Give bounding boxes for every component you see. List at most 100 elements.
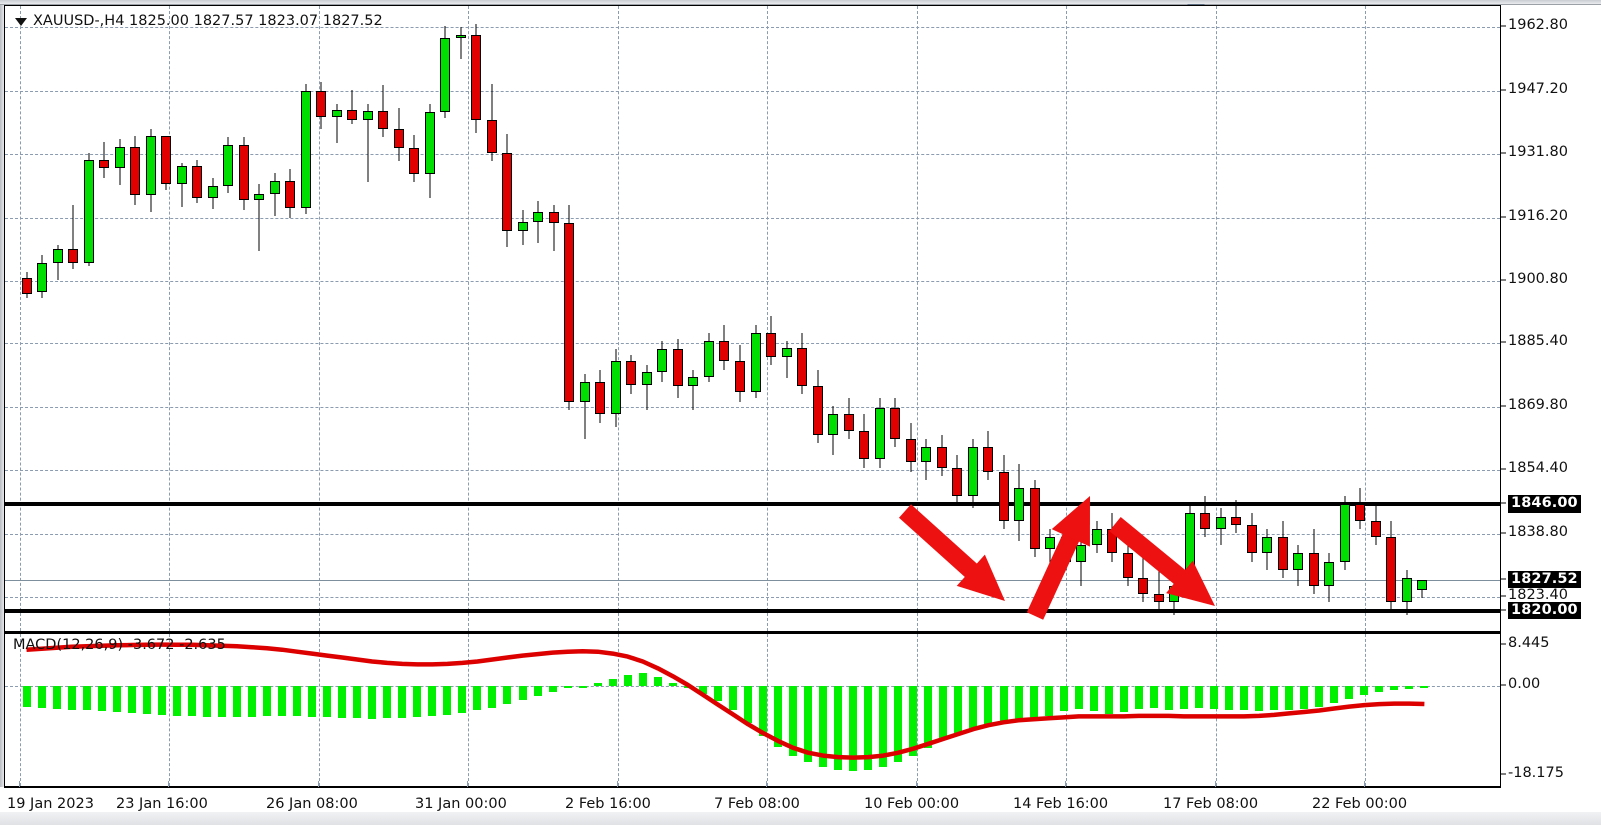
macd-histogram-bar — [578, 685, 587, 688]
candle-body — [1200, 512, 1211, 529]
candle-body — [533, 211, 544, 222]
macd-histogram-bar — [804, 685, 813, 763]
candlestick — [176, 6, 187, 631]
candlestick — [393, 6, 404, 631]
time-axis-label: 7 Feb 08:00 — [714, 796, 800, 812]
macd-pane[interactable]: MACD(12,26,9) -3.672 -2.635 — [5, 634, 1500, 786]
macd-histogram-bar — [548, 685, 557, 692]
horizontal-object-line[interactable] — [5, 608, 1500, 613]
candlestick — [641, 6, 652, 631]
macd-histogram-bar — [1405, 685, 1414, 689]
macd-histogram-bar — [1149, 685, 1158, 708]
candle-body — [952, 467, 963, 497]
candle-body — [1122, 553, 1133, 578]
candle-body — [797, 348, 808, 386]
candlestick — [1014, 6, 1025, 631]
candlestick — [1386, 6, 1397, 631]
macd-histogram-bar — [308, 685, 317, 717]
macd-histogram-bar — [849, 685, 858, 772]
candlestick — [21, 6, 32, 631]
time-axis-label: 19 Jan 2023 — [7, 796, 94, 812]
macd-histogram-bar — [864, 685, 873, 771]
candlestick — [347, 6, 358, 631]
candlestick — [890, 6, 901, 631]
macd-histogram-bar — [1300, 685, 1309, 709]
candle-wick — [537, 201, 539, 243]
macd-histogram-bar — [638, 673, 647, 686]
candle-body — [145, 135, 156, 195]
candle-body — [1308, 553, 1319, 587]
macd-histogram-bar — [473, 685, 482, 711]
macd-histogram-bar — [1224, 685, 1233, 710]
macd-histogram-bar — [698, 685, 707, 694]
candlestick — [517, 6, 528, 631]
candle-body — [1215, 516, 1226, 529]
macd-histogram-bar — [518, 685, 527, 700]
candle-body — [409, 148, 420, 175]
candlestick — [207, 6, 218, 631]
candlestick — [998, 6, 1009, 631]
candle-body — [207, 185, 218, 198]
candlestick — [1076, 6, 1087, 631]
candle-body — [347, 109, 358, 121]
price-axis[interactable]: 1962.80 1947.20 1931.80 1916.20 1900.80 1885.… — [1501, 5, 1601, 787]
chart-frame[interactable]: XAUUSD-,H4 1825.00 1827.57 1823.07 1827.… — [4, 5, 1501, 787]
candle-wick — [692, 369, 694, 411]
candlestick — [502, 6, 513, 631]
candlestick — [812, 6, 823, 631]
candlestick — [766, 6, 776, 631]
macd-histogram-bar — [563, 685, 572, 689]
candlestick — [455, 6, 466, 631]
macd-histogram-bar — [533, 685, 542, 696]
macd-histogram-bar — [398, 685, 407, 718]
macd-histogram-bar — [97, 685, 106, 712]
price-pane[interactable]: XAUUSD-,H4 1825.00 1827.57 1823.07 1827.… — [5, 6, 1500, 631]
candle-wick — [1158, 569, 1160, 611]
candle-wick — [1235, 500, 1237, 533]
candle-body — [734, 361, 745, 393]
horizontal-object-line[interactable] — [5, 502, 1500, 507]
candlestick — [1355, 6, 1366, 631]
macd-histogram-bar — [894, 685, 903, 763]
macd-histogram-bar — [774, 685, 783, 747]
macd-histogram-bar — [488, 685, 497, 708]
candlestick — [626, 6, 637, 631]
candlestick — [99, 6, 110, 631]
candle-wick — [786, 340, 787, 378]
candlestick — [657, 6, 668, 631]
macd-histogram-bar — [22, 685, 31, 707]
macd-histogram-bar — [789, 685, 798, 756]
candlestick — [471, 6, 482, 631]
macd-histogram-bar — [743, 685, 752, 724]
macd-histogram-bar — [383, 685, 392, 719]
candle-body — [285, 180, 296, 208]
candle-wick — [584, 373, 586, 439]
time-axis-label: 23 Jan 16:00 — [116, 796, 208, 812]
candlestick — [579, 6, 590, 631]
candlestick — [1262, 6, 1273, 631]
bottom-scroll-strip[interactable] — [0, 812, 1601, 825]
candle-wick — [181, 162, 183, 207]
candle-body — [440, 37, 451, 113]
candle-body — [828, 414, 839, 435]
left-scroll-rail[interactable] — [0, 5, 4, 787]
time-gridline — [917, 6, 918, 631]
macd-histogram-bar — [969, 685, 978, 730]
macd-histogram-bar — [428, 685, 437, 717]
candlestick — [378, 6, 389, 631]
candlestick — [1200, 6, 1211, 631]
macd-histogram-bar — [1285, 685, 1294, 710]
macd-histogram-bar — [1044, 685, 1053, 717]
candlestick — [68, 6, 79, 631]
macd-histogram-bar — [653, 677, 662, 686]
macd-histogram-bar — [1194, 685, 1203, 708]
candlestick — [1091, 6, 1102, 631]
time-axis-tickmark — [467, 781, 468, 787]
candle-body — [1076, 545, 1087, 562]
candlestick — [1417, 6, 1428, 631]
candle-body — [378, 110, 389, 129]
triangle-down-icon[interactable] — [15, 18, 27, 26]
macd-histogram-bar — [1420, 685, 1429, 689]
candlestick — [703, 6, 714, 631]
current-price-line[interactable] — [5, 579, 1500, 581]
